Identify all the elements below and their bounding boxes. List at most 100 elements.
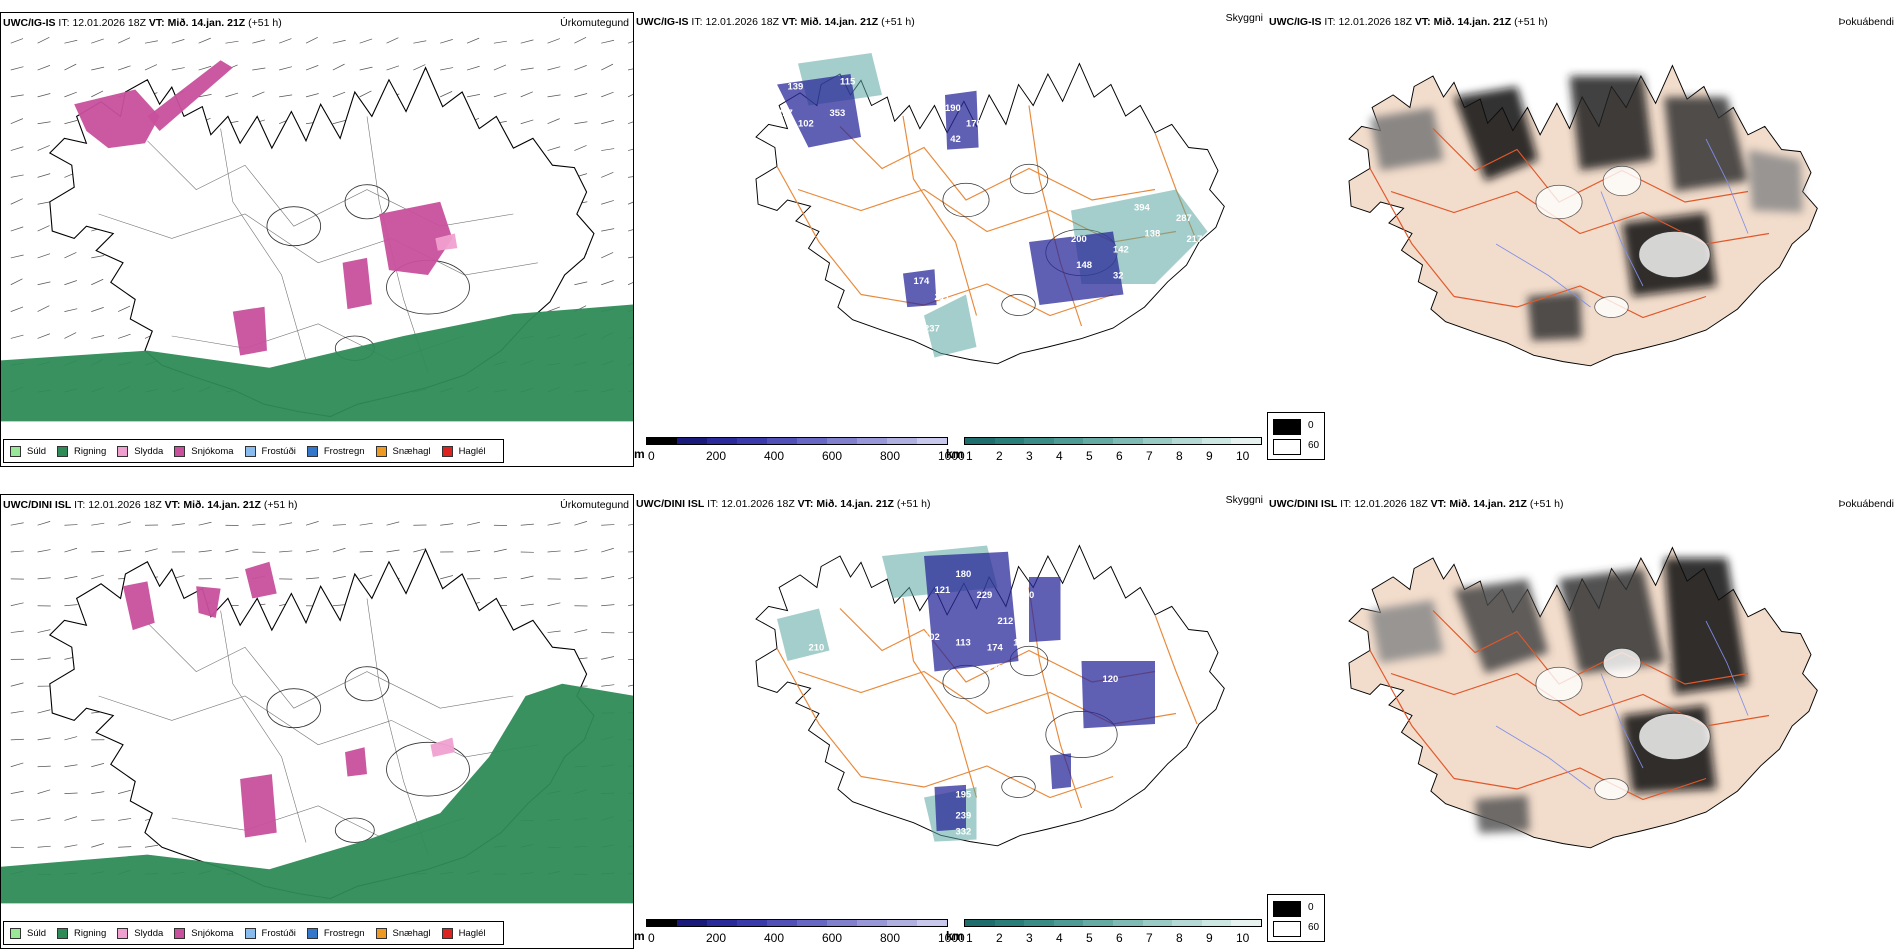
cloud-base-label: 195: [956, 790, 972, 801]
colorbar-tick: 6: [1116, 449, 1123, 463]
colorbar-tick: 200: [706, 931, 727, 945]
precip-area: [123, 581, 155, 631]
cloud-base-label: 237: [924, 323, 940, 334]
precip-area: [1, 304, 633, 422]
cloud-base-label: 210: [809, 643, 825, 654]
panel-title: Úrkomutegund: [560, 17, 629, 29]
colorbar-strip: [646, 437, 948, 445]
precip-area: [74, 89, 160, 149]
colorbar-tick: 2: [996, 931, 1003, 945]
precip-type-panel-dini: UWC/DINI ISL IT: 12.01.2026 18Z VT: Mið.…: [0, 494, 634, 949]
legend-swatch: [117, 927, 129, 939]
visibility-map: 139 115 217 102 353 169 190 42 170 142 394 287 138 21…: [755, 53, 1225, 365]
colorbar-segment: [1231, 920, 1261, 926]
colorbar-segment: [647, 920, 677, 926]
cloud-base-label: 115: [840, 77, 855, 88]
colorbar-segment: [1053, 438, 1084, 444]
visibility-colorbar: km 1 2 3 4 5 6 7 8 9 10: [946, 919, 1266, 947]
cloud-base-label: 270: [1019, 553, 1035, 564]
precip-map: [1, 36, 633, 422]
fog-legend-light-label: 60: [1308, 922, 1320, 933]
fog-indicator-panel-igis: UWC/IG-IS IT: 12.01.2026 18Z VT: Mið. 14…: [1267, 12, 1900, 467]
colorbar-tick: 1000: [938, 931, 965, 945]
lead-time: (+51 h): [248, 17, 282, 29]
colorbar-tick: 4: [1056, 931, 1063, 945]
cloud-base-label: 139: [788, 82, 804, 93]
legend-swatch: [117, 445, 129, 457]
cloud-base-label: 133: [987, 664, 1003, 675]
precip-area: [430, 737, 455, 757]
precip-area: [232, 306, 267, 356]
legend-item: Slydda: [117, 927, 163, 939]
cloud-base-labels: 270 180 121 229 280 212 102 113 174 159 133 131 133 1…: [809, 553, 1150, 837]
colorbar-segment: [1142, 438, 1173, 444]
colorbar-segment: [797, 920, 827, 926]
panel-header: UWC/DINI ISL IT: 12.01.2026 18Z VT: Mið.…: [1269, 498, 1563, 510]
legend-item: Snæhagl: [375, 445, 431, 457]
init-time: 12.01.2026 18Z: [721, 498, 795, 510]
valid-label: VT:: [797, 498, 814, 510]
init-label: IT:: [74, 499, 86, 511]
panel-header: UWC/DINI ISL IT: 12.01.2026 18Z VT: Mið.…: [636, 498, 930, 510]
low-ceiling-area: [945, 90, 979, 150]
cloud-base-label: 102: [798, 118, 814, 129]
lead-time: (+51 h): [881, 16, 915, 28]
legend-item: Frostregn: [306, 445, 365, 457]
legend-swatch: [375, 445, 387, 457]
colorbar-unit: km: [946, 929, 964, 943]
colorbar-segment: [1201, 920, 1232, 926]
colorbar-tick: 2: [996, 449, 1003, 463]
colorbar-tick: 7: [1146, 449, 1153, 463]
colorbar-segment: [1053, 920, 1084, 926]
colorbar-tick: 400: [764, 931, 785, 945]
legend-item: Súld: [10, 445, 46, 457]
valid-time: Mið. 14.jan. 21Z: [183, 499, 261, 511]
colorbar-segment: [1172, 920, 1202, 926]
visibility-panel-igis: UWC/IG-IS IT: 12.01.2026 18Z VT: Mið. 14…: [634, 12, 1267, 467]
colorbar-segment: [917, 438, 947, 444]
cloud-base-label: 142: [1113, 244, 1129, 255]
cloud-base-label: 142: [956, 150, 972, 161]
colorbar-segment: [797, 438, 827, 444]
colorbar-tick: 3: [1026, 449, 1033, 463]
legend-label: Snæhagl: [392, 927, 431, 939]
fog-legend-light-label: 60: [1308, 440, 1320, 451]
legend-swatch: [244, 927, 256, 939]
cloud-base-label: 133: [1113, 643, 1129, 654]
colorbar-unit: km: [946, 447, 964, 461]
colorbar-segment: [1083, 920, 1113, 926]
legend-label: Snjókoma: [191, 445, 234, 457]
visibility-panel-dini: UWC/DINI ISL IT: 12.01.2026 18Z VT: Mið.…: [634, 494, 1267, 949]
colorbar-tick: 5: [1086, 931, 1093, 945]
colorbar-segment: [1201, 438, 1232, 444]
fog-legend-dark-label: 0: [1308, 420, 1314, 431]
valid-label: VT:: [1414, 16, 1431, 28]
rivers: [1495, 620, 1749, 790]
cloud-base-label: 212: [998, 616, 1014, 627]
cloud-base-label: 174: [987, 643, 1003, 654]
colorbar-segment: [994, 438, 1025, 444]
precip-area: [240, 774, 277, 838]
cloud-base-labels: 139 115 217 102 353 169 190 42 170 142 394 287 138 21…: [777, 77, 1202, 335]
cloud-base-label: 138: [1145, 229, 1161, 240]
fog-legend-light-swatch: [1273, 439, 1301, 455]
legend-swatch: [174, 445, 186, 457]
colorbar-tick: 8: [1176, 931, 1183, 945]
legend-item: Frostúði: [244, 927, 296, 939]
cloud-base-label: 136: [1071, 769, 1087, 780]
legend-swatch: [441, 445, 453, 457]
legend-item: Slydda: [117, 445, 163, 457]
low-visibility-area: [777, 608, 830, 661]
legend-label: Rigning: [74, 445, 107, 457]
model-name: UWC/IG-IS: [3, 17, 56, 29]
legend-item: Súld: [10, 927, 46, 939]
cloud-base-label: 211: [935, 292, 950, 303]
legend-swatch: [244, 445, 256, 457]
legend-label: Snæhagl: [392, 445, 431, 457]
fog-legend-dark-swatch: [1273, 419, 1301, 435]
panel-title: Þokuábendi: [1838, 16, 1894, 28]
valid-time: Mið. 14.jan. 21Z: [816, 498, 894, 510]
glacier-outlines: [266, 666, 470, 843]
model-name: UWC/DINI ISL: [3, 499, 72, 511]
colorbar-tick: 1: [966, 931, 973, 945]
